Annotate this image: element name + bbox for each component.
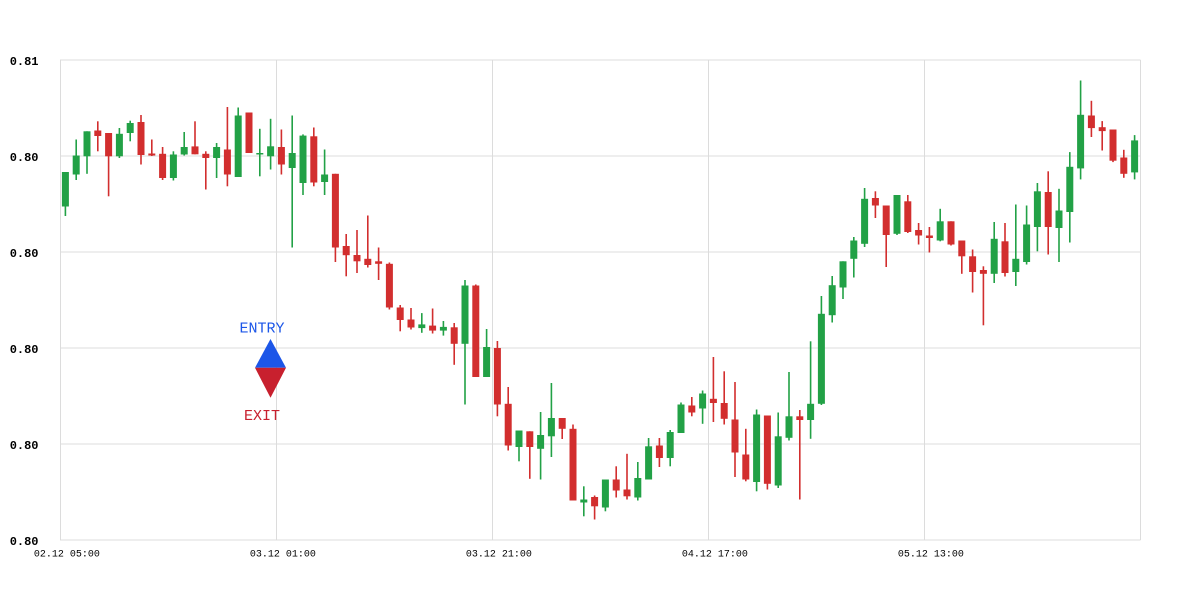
svg-text:03.12 01:00: 03.12 01:00 (250, 550, 316, 561)
svg-text:0.80: 0.80 (10, 247, 39, 261)
svg-text:EXIT: EXIT (244, 408, 280, 425)
svg-text:03.12 21:00: 03.12 21:00 (466, 550, 532, 561)
svg-text:05.12 13:00: 05.12 13:00 (898, 550, 964, 561)
svg-text:ENTRY: ENTRY (239, 320, 284, 337)
svg-text:0.81: 0.81 (10, 55, 39, 69)
svg-text:0.80: 0.80 (10, 151, 39, 165)
svg-text:02.12 05:00: 02.12 05:00 (34, 550, 100, 561)
svg-text:0.80: 0.80 (10, 439, 39, 453)
svg-text:0.80: 0.80 (10, 343, 39, 357)
svg-text:04.12 17:00: 04.12 17:00 (682, 550, 748, 561)
svg-text:0.80: 0.80 (10, 535, 39, 549)
